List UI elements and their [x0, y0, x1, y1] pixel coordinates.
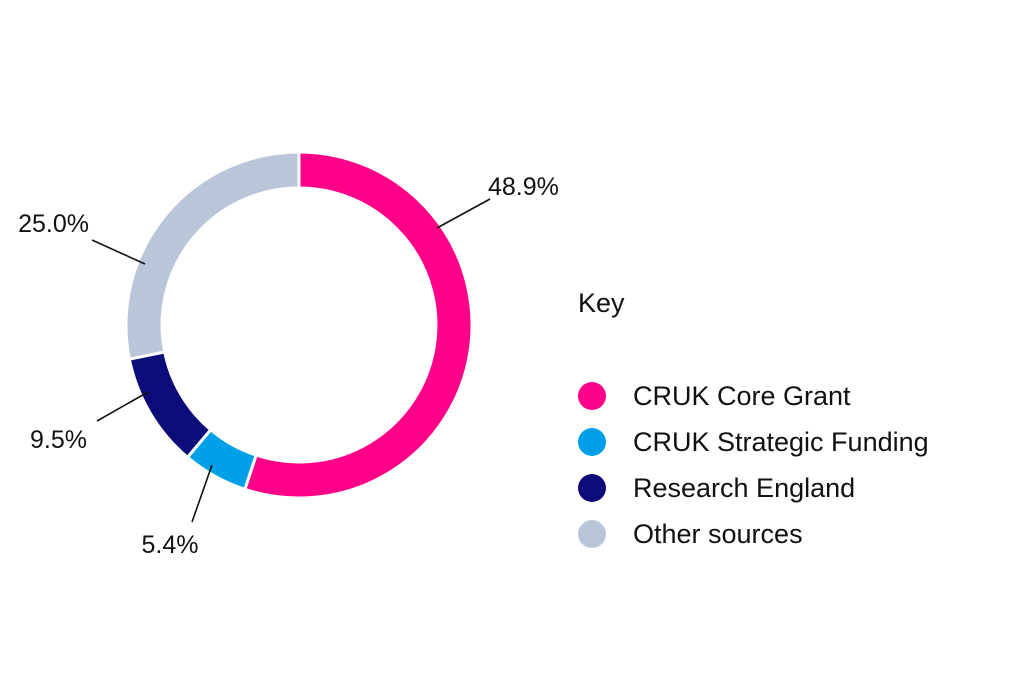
legend-item-cruk-core-grant: CRUK Core Grant — [578, 373, 929, 419]
legend-swatch — [578, 428, 606, 456]
legend-swatch — [578, 520, 606, 548]
legend-item-other-sources: Other sources — [578, 511, 929, 557]
legend-item-research-england: Research England — [578, 465, 929, 511]
data-label: 9.5% — [30, 426, 87, 454]
donut-slice-research-england — [127, 350, 213, 460]
donut-slice-cruk-core-grant — [242, 150, 474, 500]
leader-line — [91, 239, 146, 265]
leader-line — [191, 464, 213, 523]
legend-swatch — [578, 474, 606, 502]
legend-swatch — [578, 382, 606, 410]
legend-label: Other sources — [633, 519, 803, 549]
legend-label: Research England — [633, 473, 856, 503]
legend-label: CRUK Core Grant — [633, 381, 851, 411]
data-label: 25.0% — [18, 210, 89, 238]
data-label: 5.4% — [142, 531, 199, 559]
leader-line — [96, 391, 149, 422]
leader-line — [436, 198, 491, 229]
legend-label: CRUK Strategic Funding — [633, 427, 929, 457]
legend: Key CRUK Core Grant CRUK Strategic Fundi… — [578, 285, 929, 557]
legend-title: Key — [578, 288, 625, 318]
legend-item-cruk-strategic-funding: CRUK Strategic Funding — [578, 419, 929, 465]
data-label: 48.9% — [488, 173, 559, 201]
donut-slice-other-sources — [124, 150, 301, 361]
